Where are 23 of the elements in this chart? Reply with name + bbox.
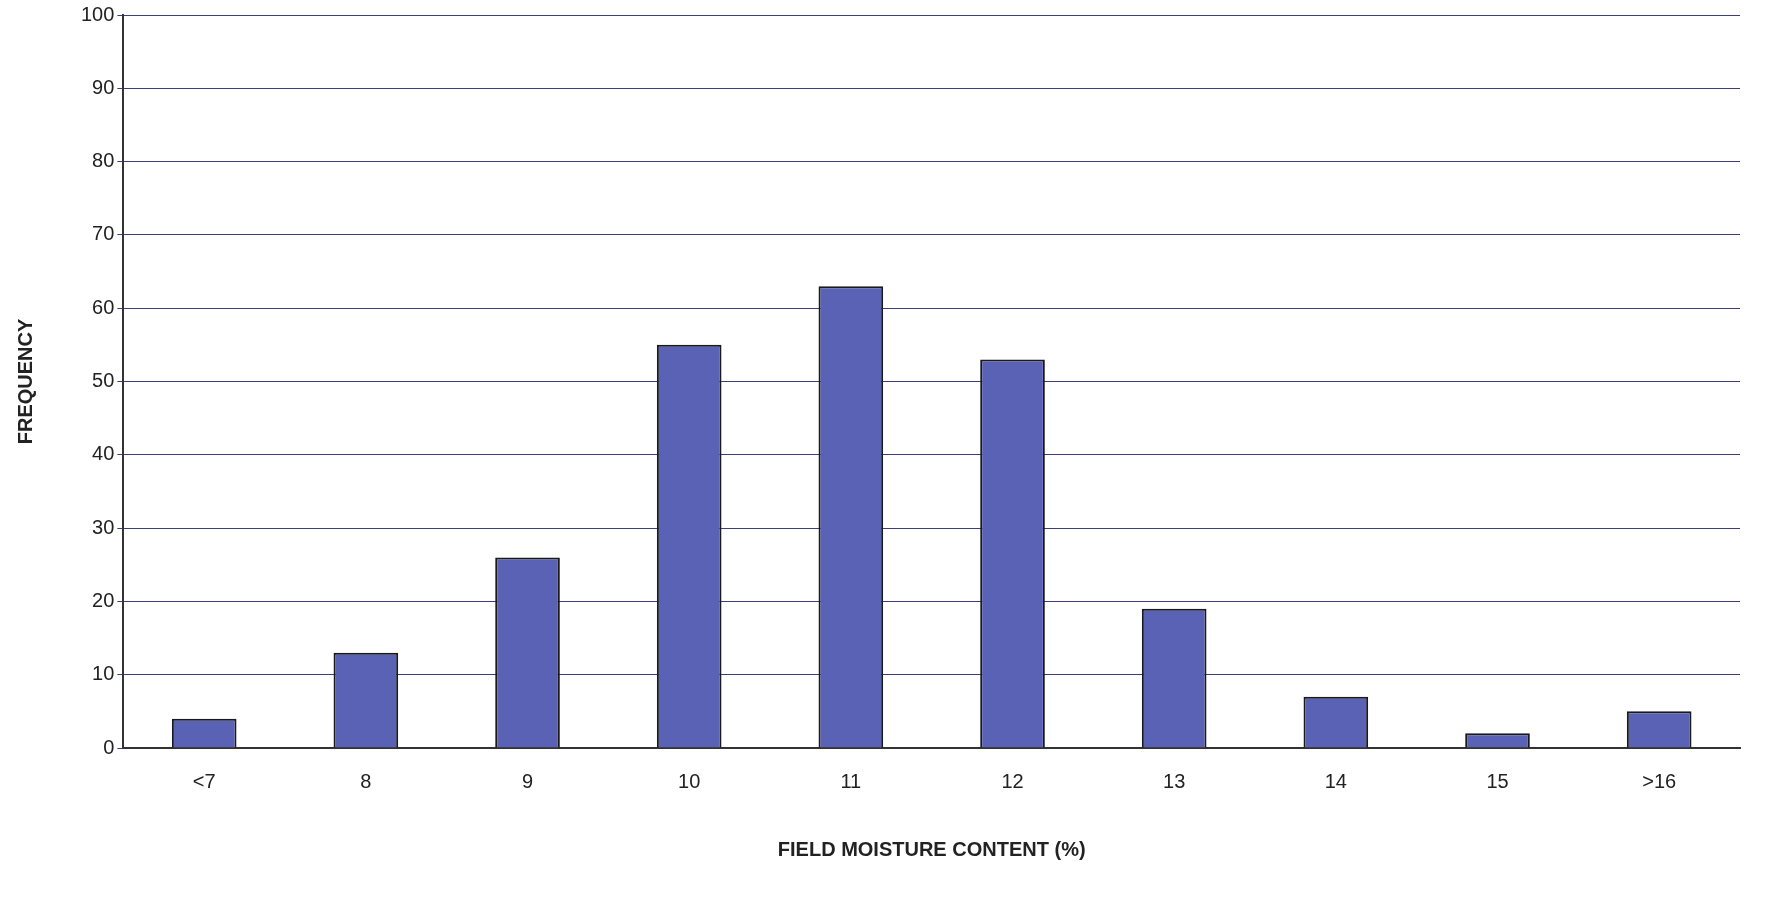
y-tick-label: 10 <box>92 662 115 685</box>
x-tick-label: 13 <box>1163 769 1186 792</box>
y-tick-label: 50 <box>92 369 115 392</box>
x-tick-label: 15 <box>1486 769 1509 792</box>
y-tick-label: 40 <box>92 442 115 465</box>
x-tick-label: 8 <box>360 769 372 792</box>
x-tick-label: 12 <box>1001 769 1024 792</box>
x-tick-label: 14 <box>1324 769 1347 792</box>
y-tick-label: 0 <box>103 735 115 758</box>
y-tick-label: 100 <box>80 2 115 25</box>
y-tick-label: 70 <box>92 222 115 245</box>
x-tick-label: >16 <box>1642 769 1677 792</box>
x-tick-label: 10 <box>678 769 701 792</box>
y-axis-title: FREQUENCY <box>13 318 36 445</box>
x-tick-label: 9 <box>521 769 534 792</box>
y-tick-label: 60 <box>92 295 115 318</box>
y-tick-label: 90 <box>92 75 115 98</box>
x-tick-label: <7 <box>192 769 216 792</box>
x-axis-title: FIELD MOISTURE CONTENT (%) <box>777 837 1086 860</box>
x-tick-label: 11 <box>840 769 862 792</box>
y-tick-label: 80 <box>92 149 115 172</box>
y-tick-label: 20 <box>92 588 115 611</box>
y-tick-label: 30 <box>92 515 115 538</box>
